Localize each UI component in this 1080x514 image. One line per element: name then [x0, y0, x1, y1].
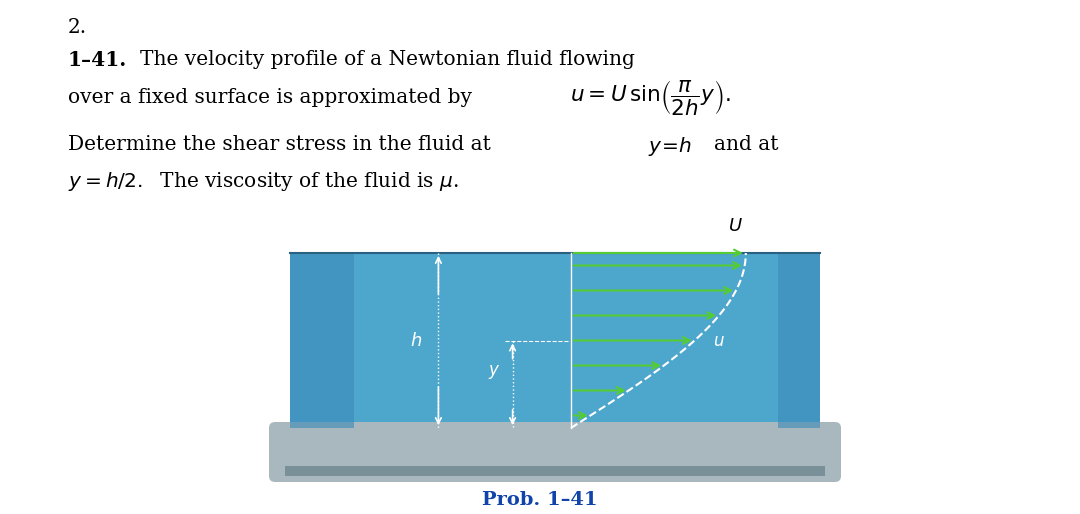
Bar — [291, 253, 353, 428]
Text: The velocity profile of a Newtonian fluid flowing: The velocity profile of a Newtonian flui… — [140, 50, 635, 69]
FancyBboxPatch shape — [269, 422, 841, 482]
Text: 1–41.: 1–41. — [68, 50, 127, 70]
Bar — [285, 466, 825, 476]
Text: Prob. 1–41: Prob. 1–41 — [482, 491, 598, 509]
Text: 2.: 2. — [68, 18, 87, 37]
Text: $U$: $U$ — [728, 217, 743, 235]
Text: $y = h/2.$  The viscosity of the fluid is $\mu$.: $y = h/2.$ The viscosity of the fluid is… — [68, 170, 459, 193]
Text: $u = U\,\sin\!\left(\dfrac{\pi}{2h}y\right).$: $u = U\,\sin\!\left(\dfrac{\pi}{2h}y\rig… — [570, 78, 730, 117]
Text: over a fixed surface is approximated by: over a fixed surface is approximated by — [68, 88, 472, 107]
Text: $y$: $y$ — [488, 363, 501, 381]
Text: $u$: $u$ — [713, 332, 725, 350]
Text: $h$: $h$ — [410, 332, 422, 350]
Text: Determine the shear stress in the fluid at: Determine the shear stress in the fluid … — [68, 135, 491, 154]
Bar — [778, 253, 820, 428]
Bar — [291, 253, 820, 428]
Text: $y\!=\!h$: $y\!=\!h$ — [648, 135, 692, 158]
Text: and at: and at — [714, 135, 779, 154]
